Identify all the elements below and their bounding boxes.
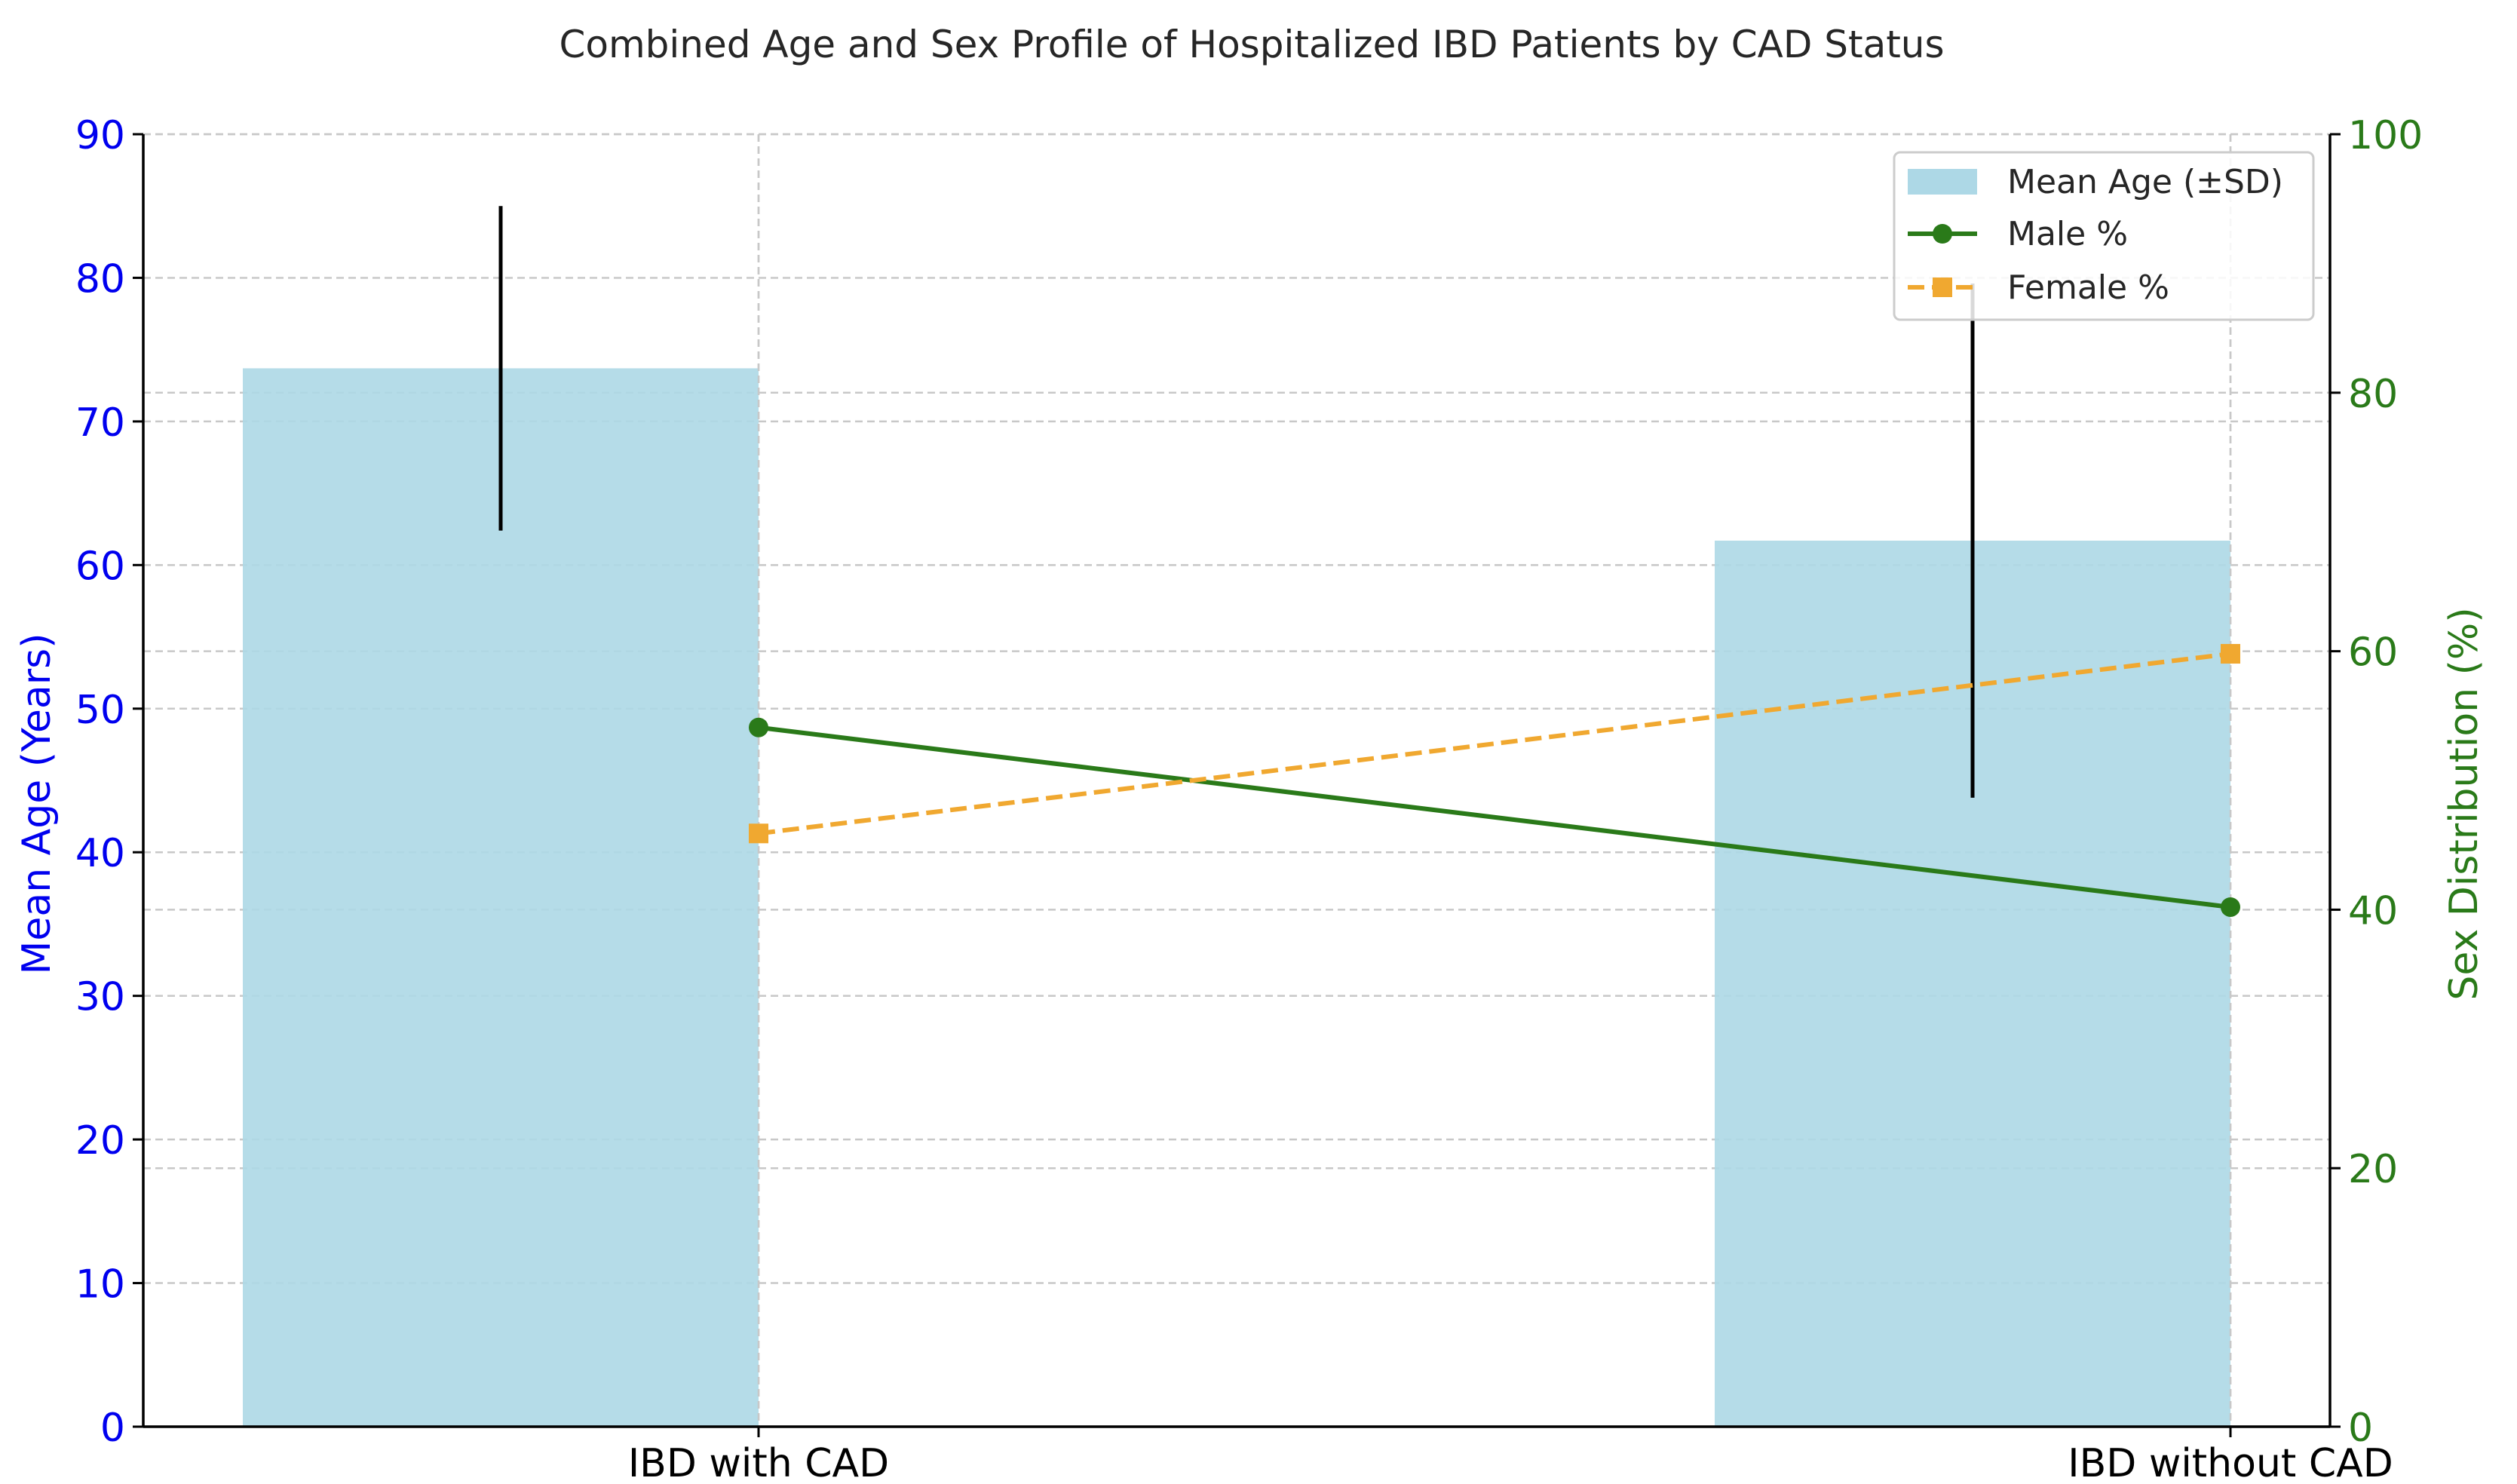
x-tick-label: IBD without CAD [2068, 1441, 2393, 1484]
bars [243, 134, 2232, 1427]
point-female-ibd-without-cad [2221, 644, 2240, 664]
left-tick-label: 50 [75, 688, 125, 733]
point-female-ibd-with-cad [749, 823, 768, 844]
chart-title: Combined Age and Sex Profile of Hospital… [559, 23, 1944, 66]
right-axis-label: Sex Distribution (%) [2442, 607, 2487, 1000]
right-tick-label: 80 [2348, 372, 2398, 417]
left-tick-label: 0 [100, 1406, 125, 1451]
error-bars [498, 206, 1975, 798]
left-tick-label: 80 [75, 256, 125, 302]
left-axis-label: Mean Age (Years) [14, 633, 60, 974]
left-tick-label: 30 [75, 975, 125, 1020]
legend-label-female: Female % [2007, 268, 2169, 307]
right-axis-ticks: 0 20 40 60 80 100 [2330, 113, 2423, 1451]
right-tick-label: 40 [2348, 888, 2398, 934]
legend-marker-female [1933, 277, 1952, 297]
x-axis-ticks: IBD with CAD IBD without CAD [628, 1427, 2393, 1484]
legend: Mean Age (±SD) Male % Female % [1893, 151, 2315, 321]
legend-label-mean-age: Mean Age (±SD) [2007, 163, 2283, 201]
right-tick-label: 20 [2348, 1147, 2398, 1192]
bar-ibd-with-cad [243, 368, 759, 1427]
left-tick-label: 20 [75, 1118, 125, 1164]
series-lines [749, 644, 2240, 917]
right-tick-label: 60 [2348, 630, 2398, 676]
series-line-female [758, 652, 2231, 836]
left-axis-ticks: 0 10 20 30 40 50 60 70 80 90 [75, 113, 143, 1451]
point-male-ibd-without-cad [2221, 897, 2240, 917]
legend-label-male: Male % [2007, 215, 2128, 253]
x-tick-label: IBD with CAD [628, 1441, 889, 1484]
point-male-ibd-with-cad [749, 717, 768, 737]
legend-marker-male [1933, 224, 1952, 244]
right-tick-label: 0 [2348, 1406, 2373, 1451]
series-line-male [758, 725, 2231, 909]
left-tick-label: 10 [75, 1262, 125, 1308]
legend-box [1893, 151, 2315, 321]
left-tick-label: 60 [75, 544, 125, 589]
right-tick-label: 100 [2348, 113, 2423, 158]
legend-swatch-mean-age [1908, 169, 1977, 195]
left-tick-label: 70 [75, 400, 125, 446]
left-tick-label: 40 [75, 831, 125, 876]
axes [142, 134, 2332, 1428]
left-tick-label: 90 [75, 113, 125, 158]
